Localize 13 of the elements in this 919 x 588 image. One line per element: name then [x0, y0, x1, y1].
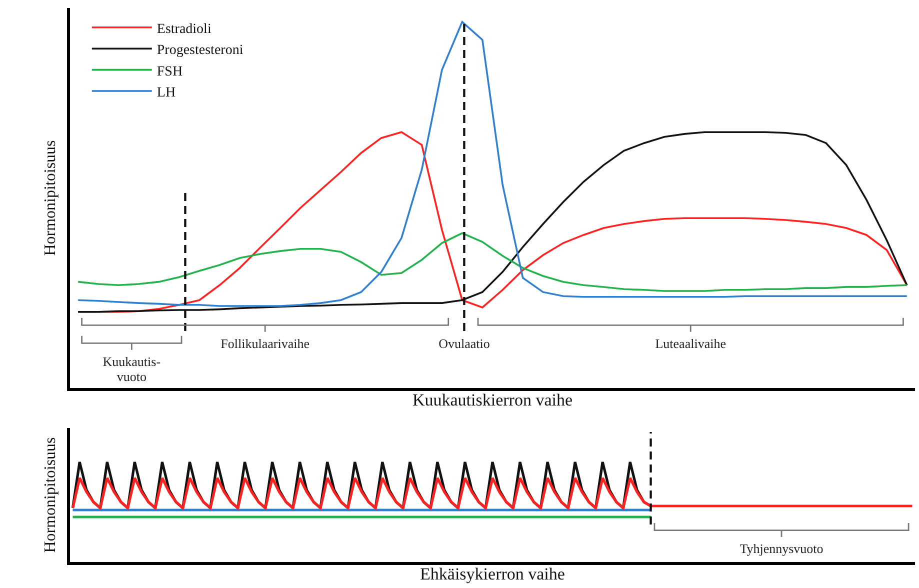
annotation: Luteaalivaihe	[655, 336, 726, 351]
annotation: Follikulaarivaihe	[220, 336, 310, 351]
x-axis-title: Ehkäisykierron vaihe	[420, 564, 565, 584]
legend-label: Estradioli	[156, 22, 212, 37]
x-axis-title: Kuukautiskierron vaihe	[412, 390, 573, 410]
legend-label: LH	[156, 85, 176, 100]
y-axis-title: Hormonipitoisuus	[42, 140, 59, 256]
annotation: Kuukautis- vuoto	[102, 354, 161, 384]
y-axis-title: Hormonipitoisuus	[42, 437, 59, 553]
legend-label: Progestesteroni	[156, 43, 244, 58]
legend-label: FSH	[156, 64, 183, 80]
annotation: Ovulaatio	[438, 336, 490, 351]
annotation: Tyhjennysvuoto	[740, 541, 824, 556]
